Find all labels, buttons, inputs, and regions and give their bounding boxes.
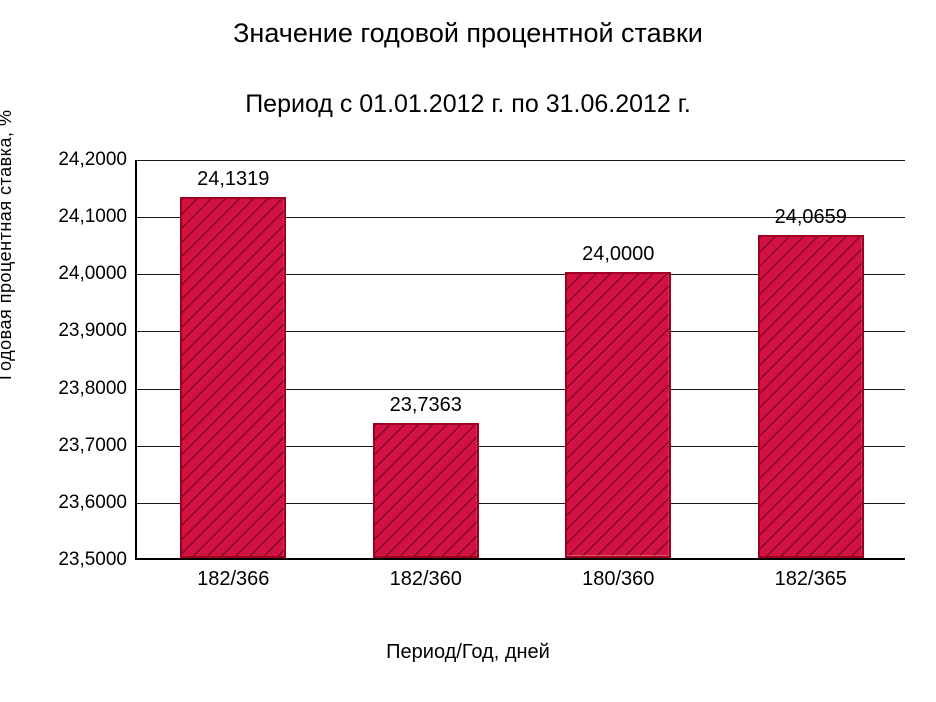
bar — [180, 197, 286, 558]
bar — [758, 235, 864, 558]
y-axis-label: Годовая процентная ставка, % — [0, 110, 16, 380]
bar-value-label: 23,7363 — [390, 394, 462, 417]
x-category-label: 182/366 — [197, 568, 269, 591]
y-tick-label: 23,8000 — [58, 378, 137, 400]
bar-wrap: 24,0659 — [758, 235, 864, 558]
plot-area: 23,500023,600023,700023,800023,900024,00… — [135, 160, 905, 560]
x-category-label: 180/360 — [582, 568, 654, 591]
x-axis-label: Период/Год, дней — [0, 641, 936, 664]
y-tick-label: 24,2000 — [58, 149, 137, 171]
y-tick-label: 23,9000 — [58, 320, 137, 342]
bar-slot: 24,0659182/365 — [715, 235, 908, 558]
y-tick-label: 24,0000 — [58, 263, 137, 285]
x-category-label: 182/360 — [390, 568, 462, 591]
chart-title: Значение годовой процентной ставки — [0, 18, 936, 49]
bar-value-label: 24,0000 — [582, 243, 654, 266]
bar-slot: 23,7363182/360 — [330, 423, 523, 558]
bar-value-label: 24,1319 — [197, 168, 269, 191]
interest-rate-bar-chart: Значение годовой процентной ставки Перио… — [0, 0, 936, 702]
bar — [565, 272, 671, 558]
x-category-label: 182/365 — [775, 568, 847, 591]
y-tick-label: 24,1000 — [58, 206, 137, 228]
bar-value-label: 24,0659 — [775, 206, 847, 229]
gridline — [137, 160, 905, 161]
bar-wrap: 24,1319 — [180, 197, 286, 558]
y-tick-label: 23,5000 — [58, 549, 137, 571]
bar-slot: 24,0000180/360 — [522, 272, 715, 558]
bar-wrap: 24,0000 — [565, 272, 671, 558]
bar-slot: 24,1319182/366 — [137, 197, 330, 558]
y-tick-label: 23,7000 — [58, 435, 137, 457]
bar — [373, 423, 479, 558]
chart-subtitle: Период с 01.01.2012 г. по 31.06.2012 г. — [0, 90, 936, 119]
bar-wrap: 23,7363 — [373, 423, 479, 558]
y-tick-label: 23,6000 — [58, 492, 137, 514]
